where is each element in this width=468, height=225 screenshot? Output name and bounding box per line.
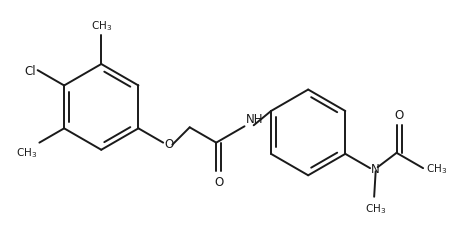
Text: CH$_3$: CH$_3$ <box>365 201 386 215</box>
Text: Cl: Cl <box>24 64 36 77</box>
Text: CH$_3$: CH$_3$ <box>426 162 447 175</box>
Text: CH$_3$: CH$_3$ <box>91 20 112 33</box>
Text: O: O <box>214 176 223 189</box>
Text: N: N <box>371 162 380 175</box>
Text: NH: NH <box>246 113 263 126</box>
Text: O: O <box>395 109 404 122</box>
Text: O: O <box>164 137 174 150</box>
Text: CH$_3$: CH$_3$ <box>16 146 37 160</box>
